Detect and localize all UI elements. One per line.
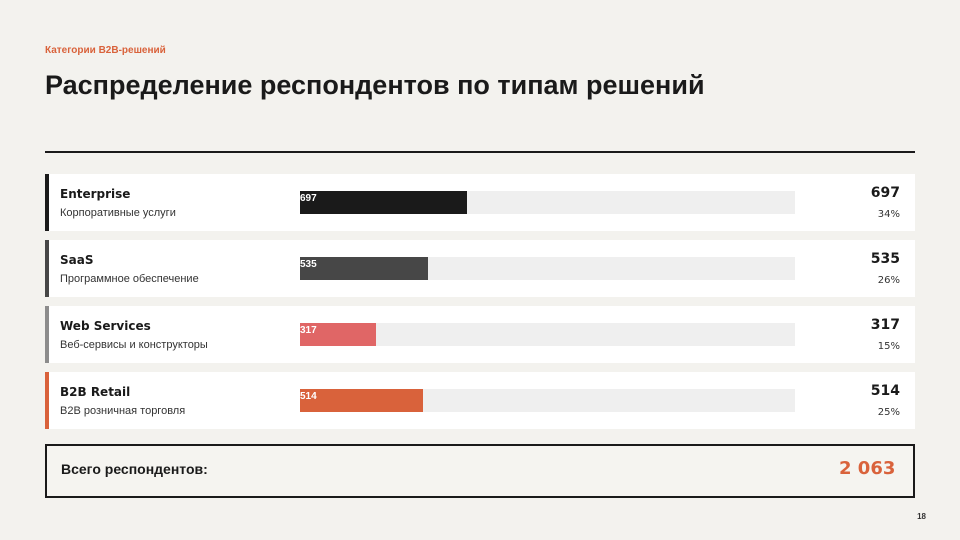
- category-description: Программное обеспечение: [60, 273, 199, 285]
- eyebrow: Категории B2B-решений: [45, 45, 166, 56]
- chart-row: B2B Retail B2B розничная торговля 514 514 25…: [45, 372, 915, 429]
- percent-label: 25%: [877, 407, 900, 418]
- bar: [300, 389, 424, 412]
- chart-row: SaaS Программное обеспечение 535 535 26%: [45, 240, 915, 297]
- percent-label: 15%: [877, 341, 900, 352]
- category-label: SaaS: [60, 253, 94, 267]
- bar-track: 514: [300, 389, 795, 412]
- category-description: Корпоративные услуги: [60, 207, 176, 219]
- bar-chart: Enterprise Корпоративные услуги 697 697 34% S…: [45, 174, 915, 438]
- bar-track: 317: [300, 323, 795, 346]
- category-description: B2B розничная торговля: [60, 405, 186, 417]
- value-label: 514: [870, 383, 900, 399]
- page-title: Распределение респондентов по типам реше…: [45, 70, 705, 100]
- category-label: Web Services: [60, 319, 151, 333]
- bar-track: 535: [300, 257, 795, 280]
- page-number: 18: [917, 512, 926, 521]
- bar: [300, 257, 429, 280]
- bar: [300, 323, 377, 346]
- row-accent: [45, 240, 49, 297]
- value-label: 535: [870, 251, 900, 267]
- row-accent: [45, 174, 49, 231]
- category-label: Enterprise: [60, 187, 131, 201]
- bar: [300, 191, 468, 214]
- bar-data-label: 697: [300, 193, 317, 204]
- bar-track: 697: [300, 191, 795, 214]
- total-box: Всего респондентов: 2 063: [45, 444, 915, 498]
- bar-data-label: 514: [300, 391, 317, 402]
- percent-label: 34%: [877, 209, 900, 220]
- chart-row: Enterprise Корпоративные услуги 697 697 34%: [45, 174, 915, 231]
- total-value: 2 063: [839, 458, 896, 479]
- row-accent: [45, 306, 49, 363]
- total-label: Всего респондентов:: [61, 461, 208, 477]
- bar-data-label: 535: [300, 259, 317, 270]
- chart-row: Web Services Веб-сервисы и конструкторы 31…: [45, 306, 915, 363]
- category-label: B2B Retail: [60, 385, 131, 399]
- value-label: 697: [870, 185, 900, 201]
- category-description: Веб-сервисы и конструкторы: [60, 339, 208, 351]
- title-rule: [45, 151, 915, 153]
- row-accent: [45, 372, 49, 429]
- bar-data-label: 317: [300, 325, 317, 336]
- percent-label: 26%: [877, 275, 900, 286]
- value-label: 317: [870, 317, 900, 333]
